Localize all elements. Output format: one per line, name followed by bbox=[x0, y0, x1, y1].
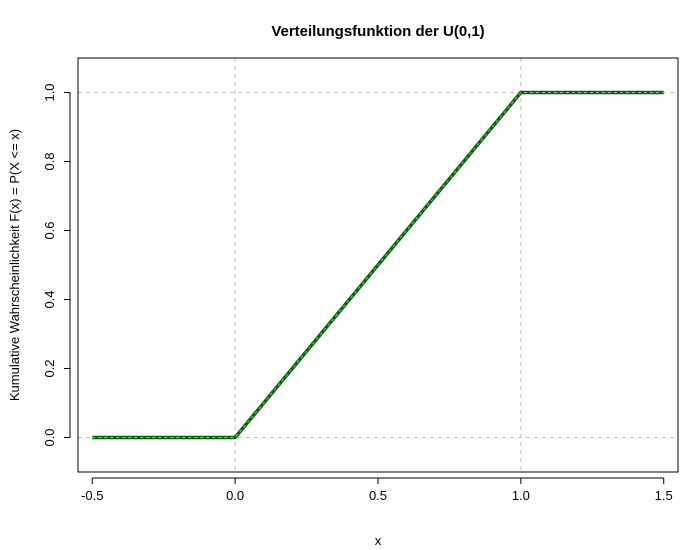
y-tick-label: 0.6 bbox=[42, 221, 57, 239]
x-axis: -0.5 0.0 0.5 1.0 1.5 bbox=[81, 477, 673, 503]
y-tick-label: 0.2 bbox=[42, 359, 57, 377]
y-tick-label: 1.0 bbox=[42, 83, 57, 101]
x-tick-label: -0.5 bbox=[81, 488, 103, 503]
y-tick-label: 0.0 bbox=[42, 428, 57, 446]
chart-title: Verteilungsfunktion der U(0,1) bbox=[271, 23, 484, 40]
x-tick-label: 0.5 bbox=[369, 488, 387, 503]
y-axis-label: Kumulative Wahrscheinlichkeit F(x) = P(X… bbox=[7, 129, 22, 401]
series-layer bbox=[92, 90, 664, 440]
y-tick-label: 0.4 bbox=[42, 290, 57, 308]
y-tick-label: 0.8 bbox=[42, 152, 57, 170]
plot-frame bbox=[77, 57, 679, 473]
cdf-line-dashed-overlay bbox=[92, 92, 664, 438]
x-tick-label: 1.0 bbox=[512, 488, 530, 503]
x-axis-label: x bbox=[375, 533, 382, 548]
y-axis: 0.0 0.2 0.4 0.6 0.8 1.0 bbox=[42, 83, 71, 447]
x-tick-label: 0.0 bbox=[226, 488, 244, 503]
x-tick-label: 1.5 bbox=[655, 488, 673, 503]
